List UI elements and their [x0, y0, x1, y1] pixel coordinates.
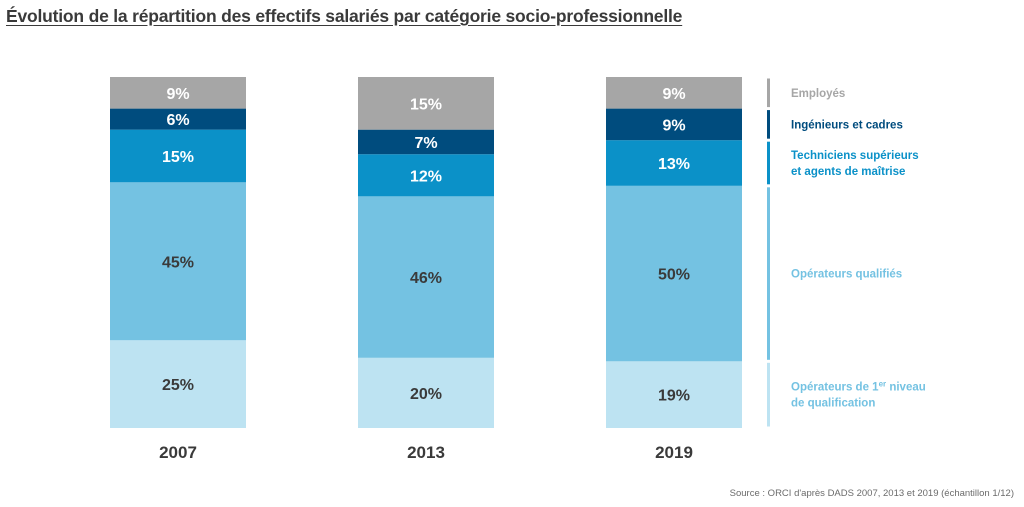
- data-label-2019-0: 19%: [658, 388, 690, 405]
- bars-group: 25% 45% 15% 6% 9% 2007 20% 46% 12% 7% 15% 2013 19% 50…: [110, 77, 742, 462]
- bar-segment-2013-3: [358, 129, 494, 155]
- data-label-2013-1: 46%: [410, 270, 442, 287]
- data-label-2013-4: 15%: [410, 96, 442, 113]
- data-label-2007-2: 15%: [162, 149, 194, 166]
- data-label-2007-0: 25%: [162, 377, 194, 394]
- x-tick-label-2019: 2019: [655, 443, 693, 462]
- legend-marker-3: [767, 110, 770, 139]
- bar-segment-2013-4: [358, 77, 494, 130]
- x-tick-label-2007: 2007: [159, 443, 197, 462]
- data-label-2013-3: 7%: [414, 135, 437, 152]
- data-label-2007-3: 6%: [166, 112, 189, 129]
- data-label-2019-2: 13%: [658, 156, 690, 173]
- data-label-2019-3: 9%: [662, 117, 685, 134]
- data-label-2013-2: 12%: [410, 168, 442, 185]
- bar-segment-2013-2: [358, 154, 494, 197]
- bar-segment-2007-3: [110, 108, 246, 130]
- chart-title: Évolution de la répartition des effectif…: [6, 6, 683, 26]
- bar-segment-2007-2: [110, 129, 246, 183]
- legend-label-2: Techniciens supérieurs: [791, 150, 919, 162]
- data-label-2013-0: 20%: [410, 386, 442, 403]
- x-tick-label-2013: 2013: [407, 443, 445, 462]
- legend-label-2: et agents de maîtrise: [791, 166, 905, 178]
- data-label-2019-1: 50%: [658, 267, 690, 284]
- legend: Opérateurs de 1er niveau de qualification…: [767, 78, 926, 427]
- legend-label-0: Opérateurs de 1er niveau: [791, 379, 926, 394]
- bar-segment-2019-1: [606, 185, 742, 362]
- legend-marker-4: [767, 78, 770, 108]
- bar-segment-2007-0: [110, 340, 246, 428]
- bar-segment-2013-0: [358, 357, 494, 428]
- bar-segment-2019-0: [606, 361, 742, 428]
- data-label-2019-4: 9%: [662, 86, 685, 103]
- source-note: Source : ORCI d'après DADS 2007, 2013 et…: [729, 488, 1014, 499]
- legend-label-4: Employés: [791, 88, 845, 100]
- legend-marker-1: [767, 187, 770, 360]
- bar-segment-2007-1: [110, 182, 246, 341]
- bar-segment-2019-4: [606, 77, 742, 109]
- bar-segment-2013-1: [358, 196, 494, 358]
- legend-marker-2: [767, 141, 770, 185]
- bar-segment-2007-4: [110, 77, 246, 109]
- legend-label-1: Opérateurs qualifiés: [791, 269, 902, 281]
- data-label-2007-1: 45%: [162, 254, 194, 271]
- legend-label-3: Ingénieurs et cadres: [791, 119, 903, 131]
- bar-segment-2019-2: [606, 140, 742, 186]
- data-label-2007-4: 9%: [166, 86, 189, 103]
- legend-label-0: de qualification: [791, 398, 875, 410]
- legend-marker-0: [767, 362, 770, 427]
- bar-segment-2019-3: [606, 108, 742, 141]
